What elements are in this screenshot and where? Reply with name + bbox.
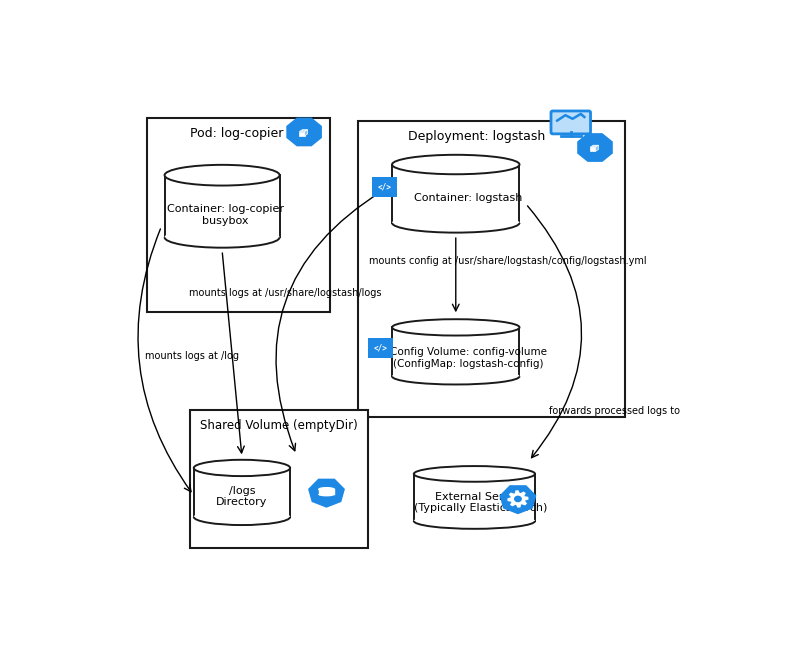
Polygon shape [286,117,322,146]
Polygon shape [590,145,598,147]
Text: Container: log-copier
busybox: Container: log-copier busybox [167,205,284,226]
Polygon shape [515,496,521,501]
Bar [164,175,280,237]
Polygon shape [500,485,537,514]
Bar [414,474,535,521]
Ellipse shape [414,466,535,482]
Polygon shape [305,130,308,136]
Text: Shared Volume (emptyDir): Shared Volume (emptyDir) [200,419,358,432]
Polygon shape [577,133,613,162]
Polygon shape [308,479,345,508]
Text: Container: logstash: Container: logstash [414,193,522,203]
Text: /logs
Directory: /logs Directory [217,486,268,507]
Ellipse shape [194,509,290,525]
FancyBboxPatch shape [147,119,330,312]
Ellipse shape [392,368,520,385]
Text: forwards processed logs to: forwards processed logs to [549,406,680,416]
Ellipse shape [164,227,280,248]
FancyBboxPatch shape [368,338,393,359]
Ellipse shape [392,213,520,233]
Text: External Service
(Typically Elasticsearch): External Service (Typically Elasticsearc… [414,492,547,513]
Ellipse shape [194,460,290,476]
Ellipse shape [392,155,520,174]
Text: mounts logs at /log: mounts logs at /log [145,351,239,361]
Text: </>: </> [378,183,391,192]
FancyBboxPatch shape [358,121,626,417]
FancyBboxPatch shape [190,409,367,548]
Ellipse shape [319,488,334,491]
Text: Deployment: logstash: Deployment: logstash [408,130,545,143]
Ellipse shape [319,492,334,496]
FancyBboxPatch shape [372,177,397,197]
Text: mounts logs at /usr/share/logstash/logs: mounts logs at /usr/share/logstash/logs [188,288,381,297]
Polygon shape [299,132,305,136]
Bar [392,327,520,376]
FancyBboxPatch shape [551,111,590,134]
Bar [319,489,334,494]
Text: mounts config at /usr/share/logstash/config/logstash.yml: mounts config at /usr/share/logstash/con… [369,256,646,267]
Bar [194,468,290,517]
Ellipse shape [164,165,280,186]
Polygon shape [595,145,598,151]
Polygon shape [590,147,595,151]
Polygon shape [299,130,308,132]
Polygon shape [508,491,528,507]
Ellipse shape [414,513,535,529]
Text: </>: </> [374,344,387,353]
Bar [392,164,520,223]
Ellipse shape [392,319,520,336]
Text: Pod: log-copier: Pod: log-copier [190,127,284,140]
Text: Config Volume: config-volume
(ConfigMap: logstash-config): Config Volume: config-volume (ConfigMap:… [390,347,547,368]
